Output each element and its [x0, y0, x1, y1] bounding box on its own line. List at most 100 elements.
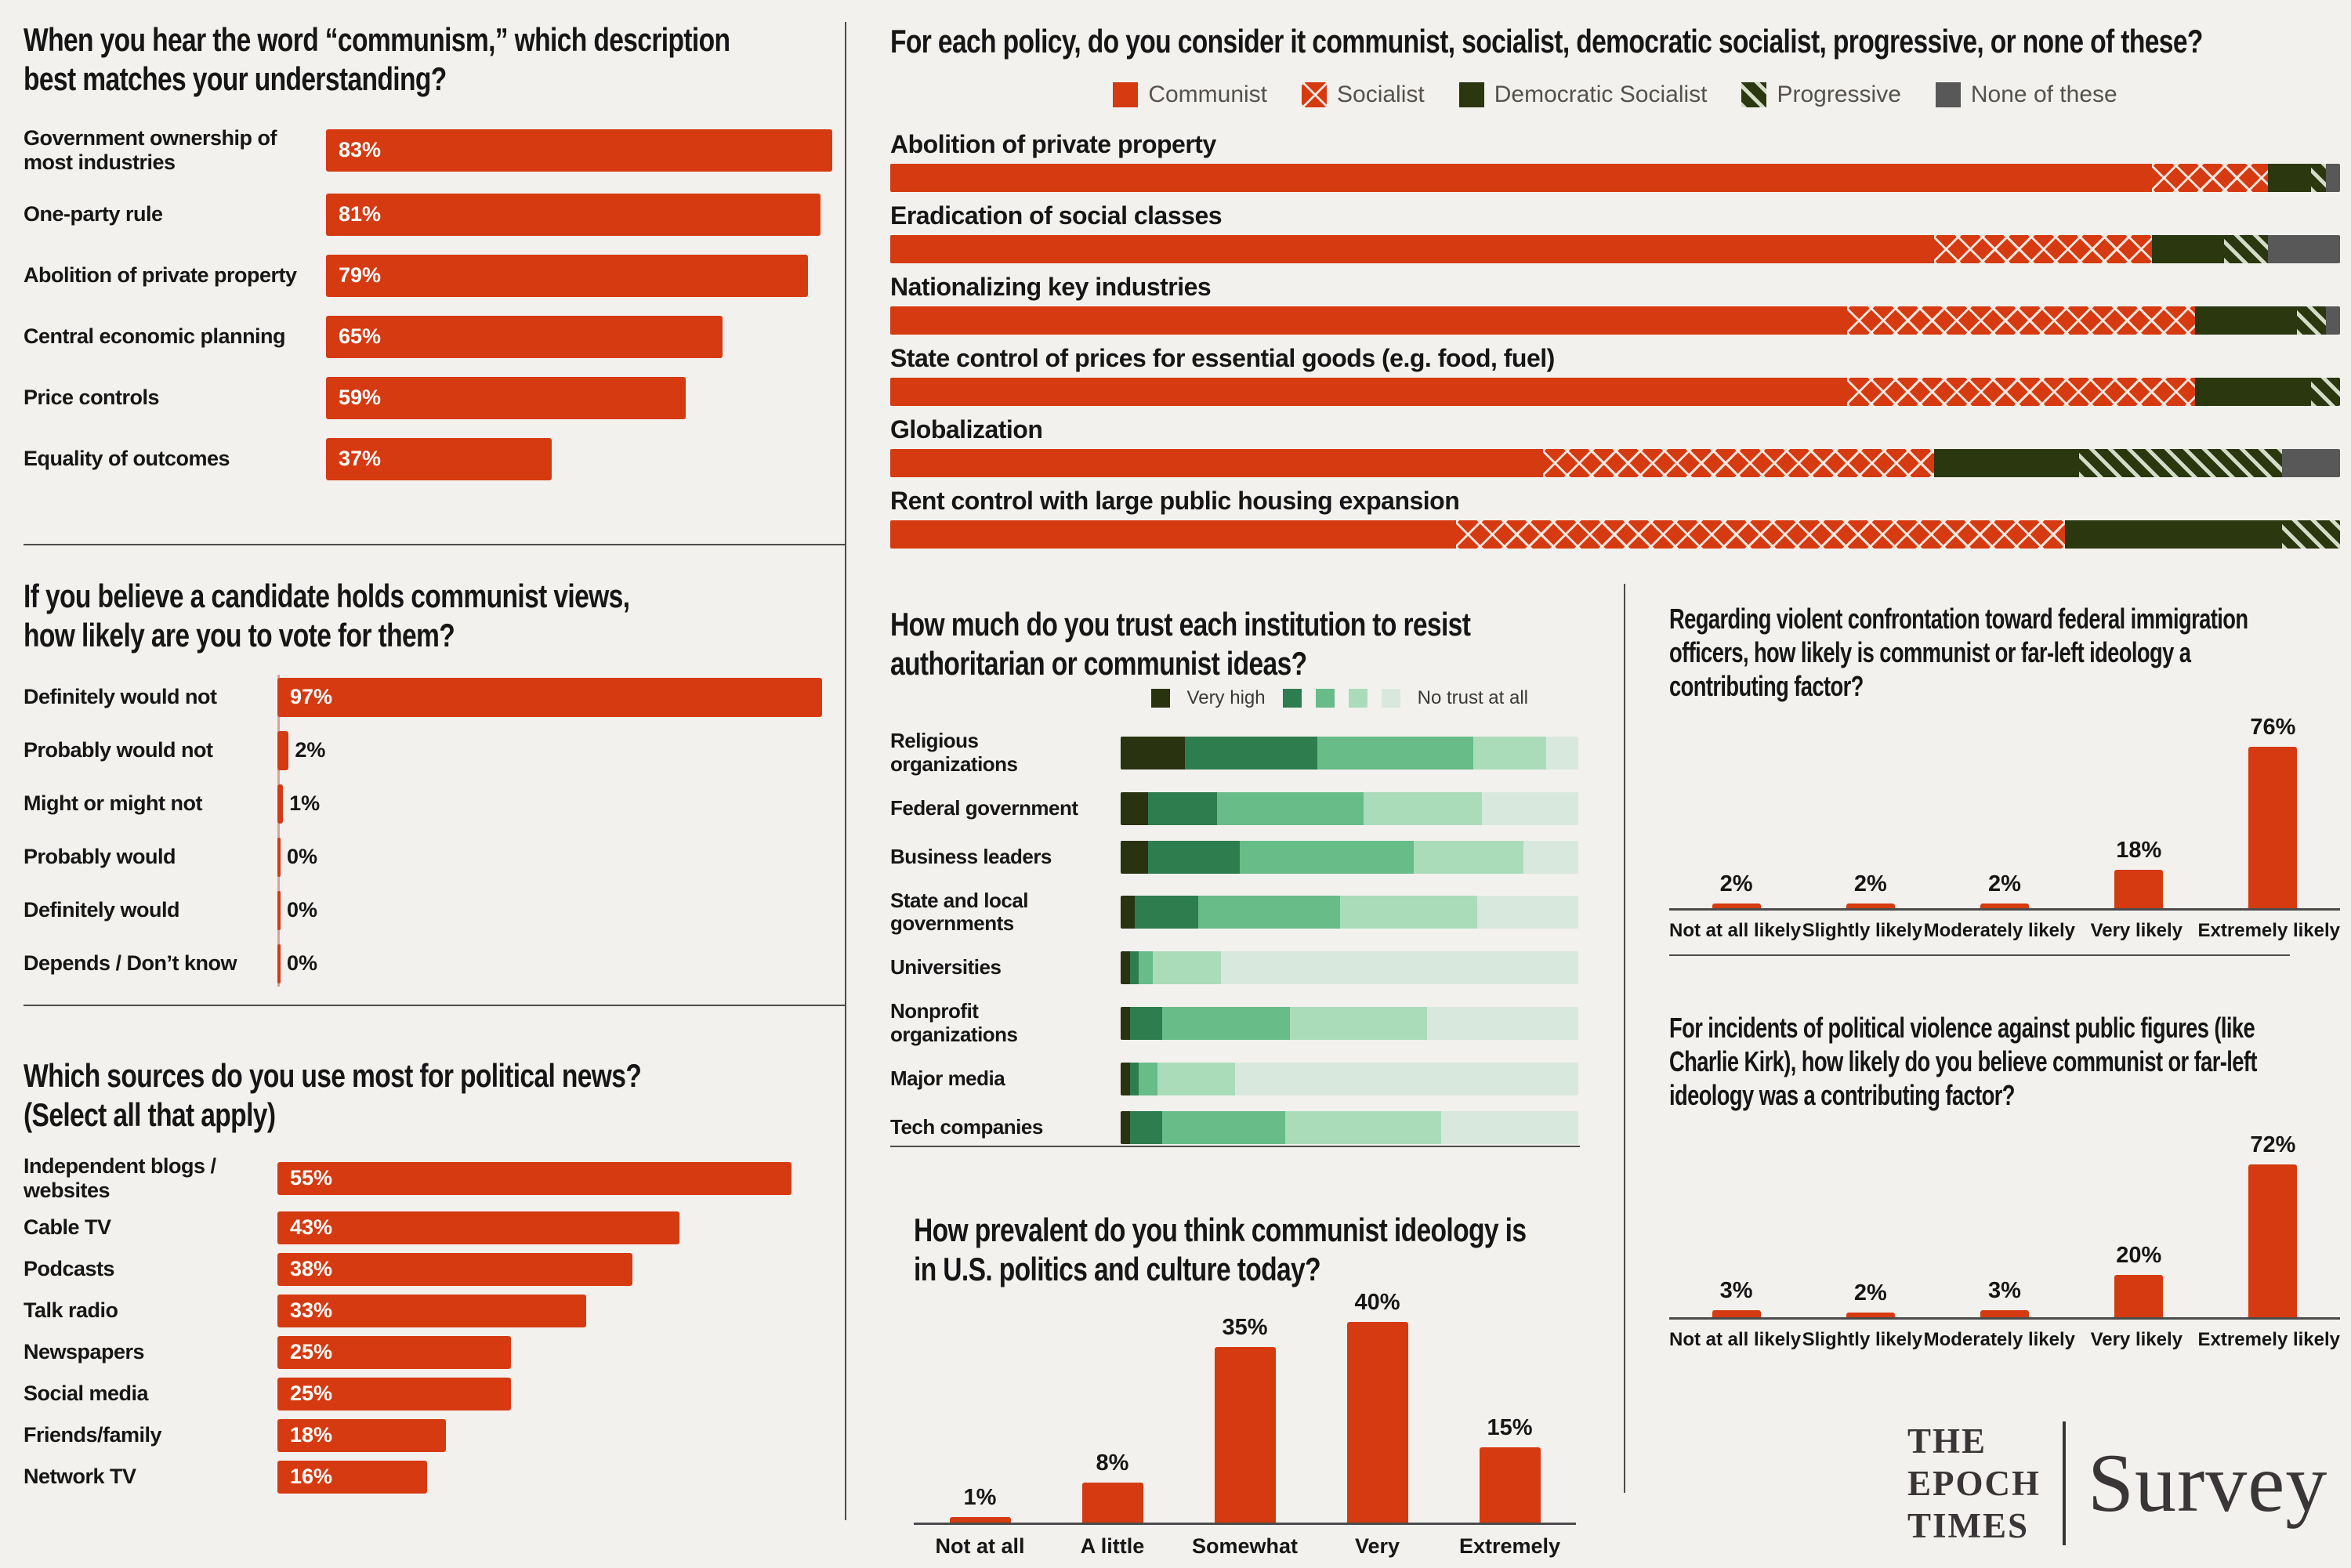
segment-socialist: [1847, 306, 2195, 335]
bar-track: 38%: [277, 1252, 839, 1286]
institution-label: Tech companies: [890, 1115, 1043, 1139]
stacked-bar-track: [1121, 1063, 1578, 1096]
logo-divider-bar: [2063, 1421, 2067, 1545]
bar-track: 16%: [277, 1460, 839, 1494]
bar: 81%: [326, 193, 820, 236]
policy-row: State control of prices for essential go…: [890, 344, 2340, 407]
bar: [2114, 869, 2164, 908]
bar: [1479, 1447, 1541, 1523]
bar-value-label: 20%: [2116, 1242, 2162, 1268]
category-label: Slightly likely: [1802, 1328, 1923, 1350]
bar-category-label: Price controls: [24, 386, 160, 410]
bar: 83%: [326, 129, 833, 172]
institution-label: Religious organizations: [890, 728, 1018, 776]
policy-label: Abolition of private property: [890, 130, 1216, 159]
bar-slot: 3%: [1937, 1124, 2071, 1317]
legend-swatch-level-3: [1315, 688, 1335, 708]
bar-track: 25%: [277, 1335, 839, 1369]
trust-segment-level-3: [1317, 736, 1473, 770]
bar-value-label: 37%: [339, 447, 382, 471]
trust-segment-level-3: [1139, 951, 1153, 985]
trust-segment-level-1: [1121, 1063, 1130, 1096]
trust-segment-level-4: [1152, 951, 1222, 985]
bar: [1346, 1321, 1408, 1523]
column-chart-prevalence: 1% 8% 35% 40% 15% Not at all A little Somewhat V…: [914, 1290, 1576, 1559]
segment-communist: [890, 520, 1456, 549]
trust-segment-level-2: [1134, 896, 1199, 929]
bar-slot: 2%: [1937, 715, 2071, 908]
bar-row: Equality of outcomes 37%: [24, 437, 839, 480]
trust-segment-level-1: [1121, 896, 1135, 929]
trust-segment-level-5: [1440, 1111, 1578, 1145]
segment-progressive: [2079, 449, 2282, 478]
stacked-bar-track: [890, 449, 2340, 478]
chart-title: If you believe a candidate holds communi…: [24, 578, 630, 654]
section-communism-understanding: When you hear the word “communism,” whic…: [24, 20, 839, 480]
policy-row: Globalization: [890, 415, 2340, 478]
trust-segment-level-2: [1184, 736, 1318, 770]
bar-row: Probably would 0%: [24, 837, 839, 877]
bar: [277, 730, 289, 770]
trust-segment-level-2: [1129, 1007, 1162, 1041]
trust-segment-level-2: [1129, 951, 1139, 985]
divider-vertical: [1624, 584, 1625, 1493]
institution-label: State and local governments: [890, 888, 1029, 936]
bar-slot: 18%: [2072, 715, 2206, 908]
bar: 25%: [277, 1335, 512, 1369]
bar-row: Talk radio 33%: [24, 1294, 839, 1327]
bar-category-label: Podcasts: [24, 1257, 115, 1281]
trust-segment-level-4: [1340, 896, 1478, 929]
column-chart-immigration: 2% 2% 2% 18% 76% Not at all likely Slightly li…: [1669, 715, 2340, 942]
legend-label: None of these: [1970, 81, 2117, 108]
institution-label: Business leaders: [890, 844, 1052, 868]
zero-axis-line: [277, 674, 280, 987]
segment-none: [2267, 235, 2340, 264]
trust-segment-level-5: [1482, 791, 1578, 825]
bar-value-label: 15%: [1487, 1414, 1533, 1440]
bar: [1214, 1346, 1276, 1523]
bar-row: Depends / Don’t know 0%: [24, 943, 839, 983]
institution-label: Nonprofit organizations: [890, 999, 1018, 1047]
chart-title: When you hear the word “communism,” whic…: [24, 21, 730, 98]
category-label: Very: [1354, 1534, 1400, 1558]
segment-none: [2325, 164, 2340, 193]
bar-track: 37%: [326, 437, 839, 480]
category-label: Extremely likely: [2197, 1328, 2340, 1350]
column-chart-political-violence: 3% 2% 3% 20% 72% Not at all likely Slightly li…: [1669, 1124, 2340, 1351]
bar-value-label: 55%: [290, 1166, 333, 1190]
stacked-bar-track: [890, 306, 2340, 335]
bar-value-label: 83%: [339, 138, 382, 162]
chart-title: For incidents of political violence agai…: [1669, 1012, 2257, 1112]
bar-track: 2%: [277, 730, 839, 770]
stacked-bar-track: [1121, 1111, 1578, 1145]
divider-horizontal: [24, 544, 845, 545]
trust-row: Federal government: [890, 791, 1578, 825]
bar-track: 81%: [326, 193, 839, 236]
bar-category-label: Equality of outcomes: [24, 447, 230, 471]
legend-label: Democratic Socialist: [1494, 81, 1708, 108]
trust-segment-level-3: [1216, 791, 1364, 825]
trust-segment-level-3: [1198, 896, 1341, 929]
bar-value-label: 8%: [1096, 1450, 1129, 1476]
category-axis: Not at all likely Slightly likely Moderate…: [1669, 911, 2340, 942]
legend-swatch-level-5: [1381, 688, 1400, 708]
bar: [2114, 1274, 2164, 1317]
bar-row: Price controls 59%: [24, 376, 839, 419]
trust-legend: Very high No trust at all: [890, 687, 1578, 709]
bar-row: Podcasts 38%: [24, 1252, 839, 1286]
bar-row: Abolition of private property 79%: [24, 254, 839, 297]
bar-category-label: Friends/family: [24, 1423, 162, 1447]
bar-value-label: 25%: [290, 1340, 333, 1364]
bar-track: 0%: [277, 943, 839, 983]
category-label: Moderately likely: [1923, 919, 2076, 941]
bar-slot: 2%: [1803, 1124, 1937, 1317]
bar: [277, 784, 284, 824]
divider-horizontal: [24, 1005, 845, 1006]
segment-socialist: [1934, 235, 2152, 264]
legend-label: Progressive: [1777, 81, 1901, 108]
trust-row: Religious organizations: [890, 728, 1578, 777]
bar: [949, 1517, 1011, 1523]
section-vote-likelihood: If you believe a candidate holds communi…: [24, 577, 839, 987]
trust-row: Business leaders: [890, 840, 1578, 874]
segment-demsoc: [1934, 449, 2079, 478]
